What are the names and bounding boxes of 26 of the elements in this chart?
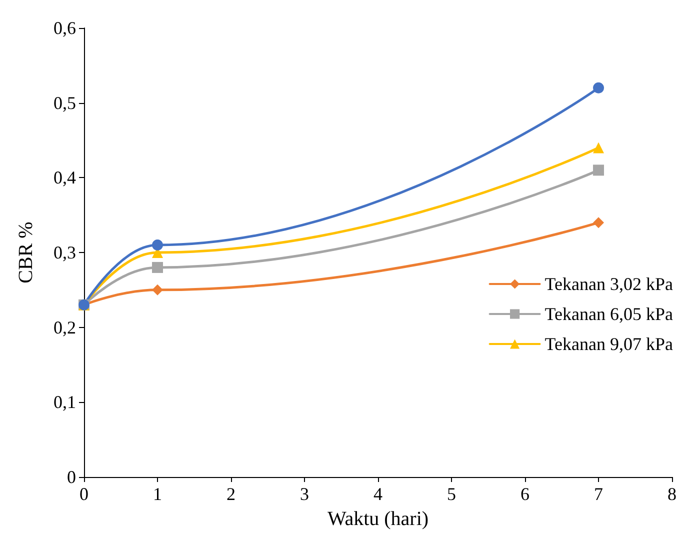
x-tick-label: 7 [594, 484, 603, 504]
x-tick-label: 2 [226, 484, 236, 504]
point [152, 262, 163, 273]
point [593, 164, 604, 176]
x-tick-label: 3 [300, 484, 309, 504]
x-tick-label: 0 [80, 484, 88, 504]
point [593, 217, 604, 228]
legend-label: Tekanan 6,05 kPa [544, 304, 674, 324]
x-tick-label: 8 [668, 484, 676, 504]
point [152, 284, 163, 296]
y-tick-label: 0 [67, 467, 76, 487]
y-tick-label: 0,5 [54, 92, 76, 113]
legend-label: Tekanan 9,07 kPa [544, 334, 674, 354]
y-tick-label: 0,6 [54, 18, 76, 38]
y-tick-label: 0,3 [54, 242, 76, 262]
x-tick-label: 5 [447, 484, 456, 504]
y-tick-label: 0,1 [54, 392, 76, 412]
x-tick-label: 1 [153, 484, 162, 504]
x-tick-label: 6 [520, 484, 530, 504]
x-axis-title: Waktu (hari) [327, 508, 429, 530]
x-tick-label: 4 [374, 484, 382, 504]
point [593, 82, 604, 94]
y-axis-title: CBR % [15, 222, 37, 284]
y-tick-label: 0,4 [54, 168, 76, 188]
y-tick-label: 0,2 [54, 317, 76, 338]
legend-label: Tekanan 3,02 kPa [544, 274, 674, 294]
